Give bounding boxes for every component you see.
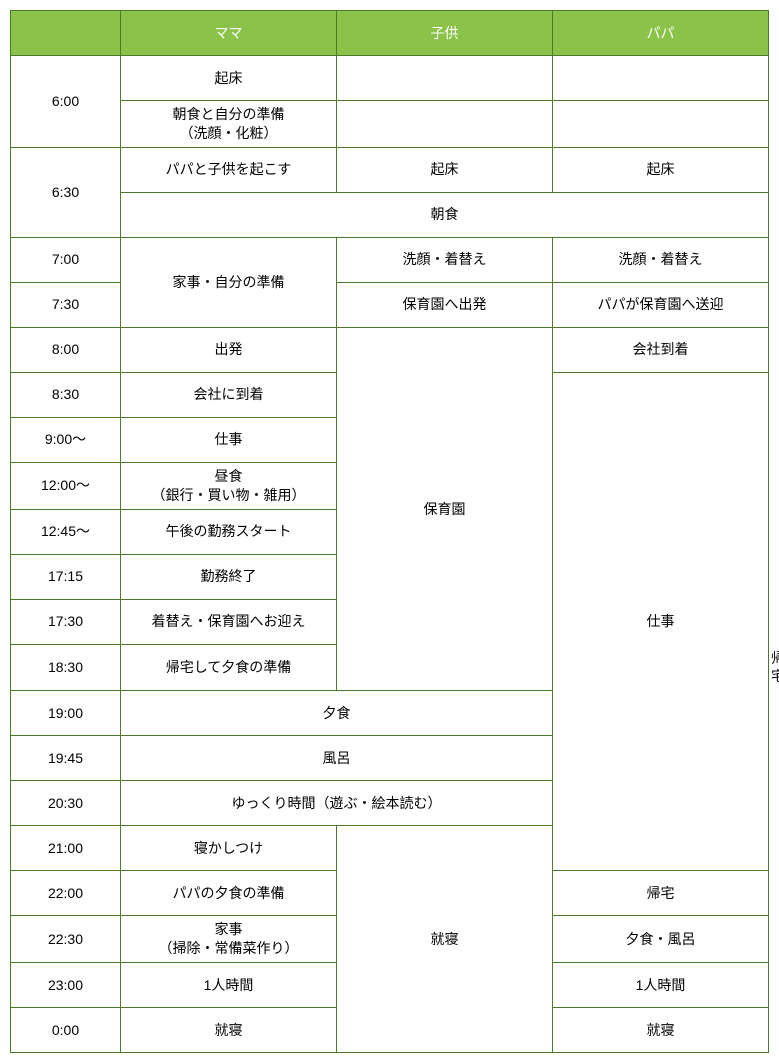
breakfast-all: 朝食: [121, 192, 769, 237]
time-2100: 21:00: [11, 826, 121, 871]
time-2200: 22:00: [11, 871, 121, 916]
child-0600b: [337, 101, 553, 148]
time-1730: 17:30: [11, 599, 121, 644]
mama-0800: 出発: [121, 327, 337, 372]
papa-0800: 会社到着: [553, 327, 769, 372]
child-0730: 保育園へ出発: [337, 282, 553, 327]
mama-0700-0730: 家事・自分の準備: [121, 237, 337, 327]
header-child: 子供: [337, 11, 553, 56]
papa-0700: 洗顔・着替え: [553, 237, 769, 282]
time-0730: 7:30: [11, 282, 121, 327]
mama-1245: 午後の勤務スタート: [121, 509, 337, 554]
time-2230: 22:30: [11, 916, 121, 963]
papa-2300: 1人時間: [553, 963, 769, 1008]
mama-0900: 仕事: [121, 417, 337, 462]
schedule-table: ママ 子供 パパ 6:00 起床 朝食と自分の準備（洗顔・化粧） 6:30 パパ…: [10, 10, 769, 1053]
time-1245: 12:45～: [11, 509, 121, 554]
time-2030: 20:30: [11, 781, 121, 826]
header-row: ママ 子供 パパ: [11, 11, 769, 56]
mama-2200: パパの夕食の準備: [121, 871, 337, 916]
papa-work: 仕事: [553, 372, 769, 871]
dinner-all: 夕食: [121, 691, 553, 736]
papa-0730: パパが保育園へ送迎: [553, 282, 769, 327]
mama-0600b: 朝食と自分の準備（洗顔・化粧）: [121, 101, 337, 148]
time-1715: 17:15: [11, 554, 121, 599]
row-0800: 8:00 出発 保育園 会社到着: [11, 327, 769, 372]
mama-0830: 会社に到着: [121, 372, 337, 417]
header-papa: パパ: [553, 11, 769, 56]
mama-1830: 帰宅して夕食の準備: [121, 644, 337, 691]
papa-2200: 帰宅: [553, 871, 769, 916]
child-0700: 洗顔・着替え: [337, 237, 553, 282]
row-0600a: 6:00 起床: [11, 56, 769, 101]
header-time: [11, 11, 121, 56]
mama-0000: 就寝: [121, 1008, 337, 1053]
time-2300: 23:00: [11, 963, 121, 1008]
time-0600: 6:00: [11, 56, 121, 148]
mama-2300: 1人時間: [121, 963, 337, 1008]
time-1945: 19:45: [11, 736, 121, 781]
child-sleep: 就寝: [337, 826, 553, 1053]
time-1200: 12:00～: [11, 462, 121, 509]
papa-0600b: [553, 101, 769, 148]
time-0830: 8:30: [11, 372, 121, 417]
time-0800: 8:00: [11, 327, 121, 372]
bath-all: 風呂: [121, 736, 553, 781]
child-0600a: [337, 56, 553, 101]
papa-0630: 起床: [553, 147, 769, 192]
mama-2230: 家事（掃除・常備菜作り）: [121, 916, 337, 963]
papa-0000: 就寝: [553, 1008, 769, 1053]
child-0630: 起床: [337, 147, 553, 192]
mama-0600a: 起床: [121, 56, 337, 101]
time-0000: 0:00: [11, 1008, 121, 1053]
time-1830: 18:30: [11, 644, 121, 691]
time-1900: 19:00: [11, 691, 121, 736]
time-0700: 7:00: [11, 237, 121, 282]
mama-0630: パパと子供を起こす: [121, 147, 337, 192]
mama-1200: 昼食（銀行・買い物・雑用）: [121, 462, 337, 509]
time-0900: 9:00～: [11, 417, 121, 462]
time-0630: 6:30: [11, 147, 121, 237]
header-mama: ママ: [121, 11, 337, 56]
row-0700: 7:00 家事・自分の準備 洗顔・着替え 洗顔・着替え: [11, 237, 769, 282]
mama-1715: 勤務終了: [121, 554, 337, 599]
row-0630a: 6:30 パパと子供を起こす 起床 起床: [11, 147, 769, 192]
mama-1730: 着替え・保育園へお迎え: [121, 599, 337, 644]
relax-all: ゆっくり時間（遊ぶ・絵本読む）: [121, 781, 553, 826]
papa-2230: 夕食・風呂: [553, 916, 769, 963]
row-0600b: 朝食と自分の準備（洗顔・化粧）: [11, 101, 769, 148]
row-0630b: 朝食: [11, 192, 769, 237]
child-hoikuen: 保育園: [337, 327, 553, 691]
mama-2100: 寝かしつけ: [121, 826, 337, 871]
papa-0600a: [553, 56, 769, 101]
